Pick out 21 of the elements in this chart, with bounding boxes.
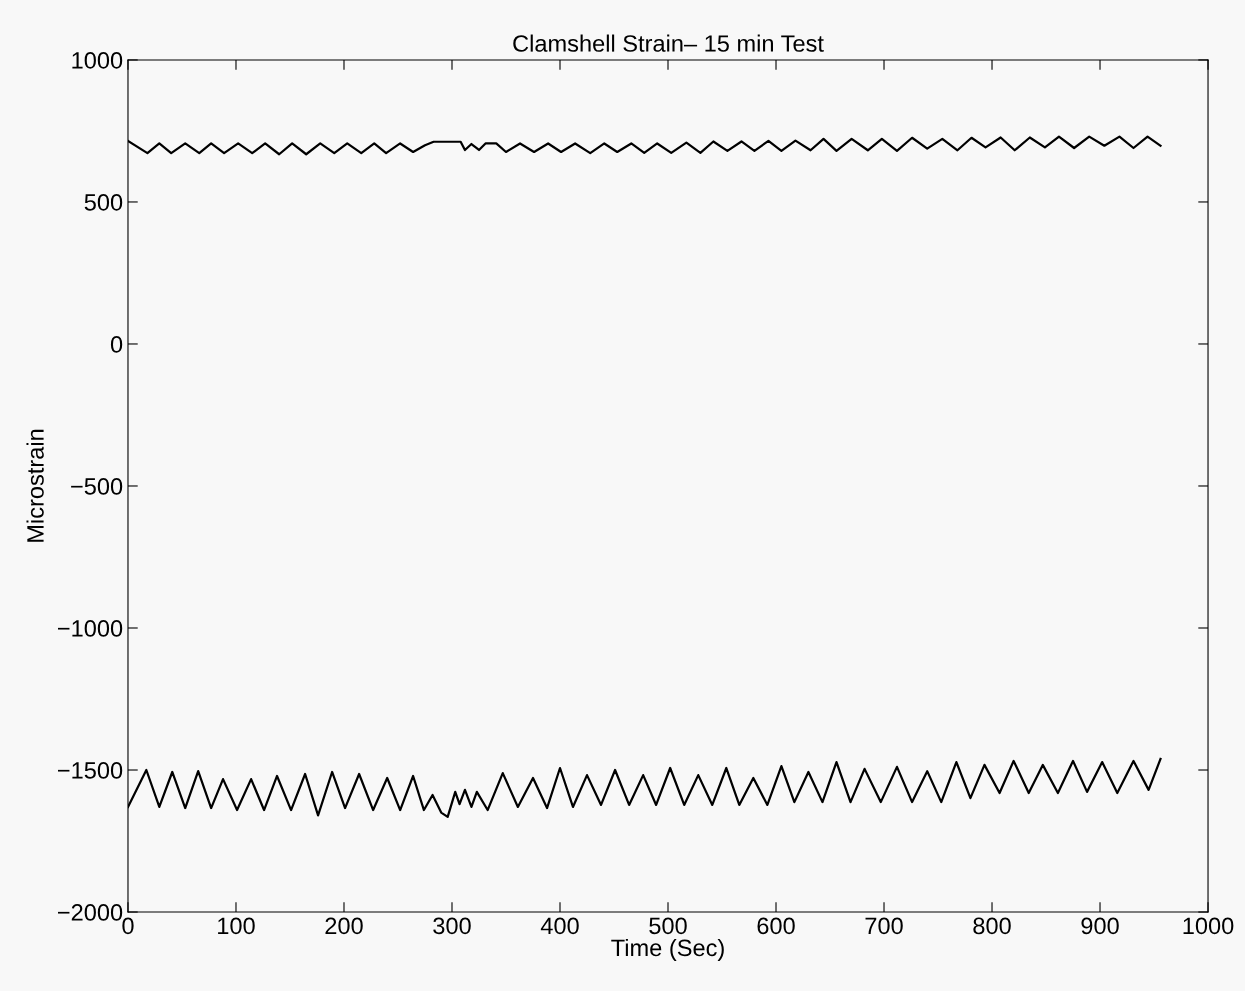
x-tick-label: 1000 — [1183, 917, 1234, 935]
y-tick-label: −500 — [71, 478, 123, 495]
y-tick-label: −1500 — [57, 762, 123, 779]
x-tick-label: 300 — [433, 917, 471, 935]
x-tick-label: 900 — [1081, 917, 1119, 935]
x-tick-label: 500 — [649, 917, 687, 935]
y-tick-label: 500 — [84, 194, 123, 211]
x-axis-title: Time (Sec) — [611, 938, 724, 961]
x-tick-label: 600 — [757, 917, 795, 935]
y-tick-label: −1000 — [57, 620, 123, 637]
x-tick-label: 100 — [218, 917, 255, 935]
x-tick-label: 700 — [865, 917, 903, 935]
chart-title: Clamshell Strain– 15 min Test — [513, 34, 824, 52]
y-tick-label: −2000 — [57, 904, 123, 921]
y-tick-label: 1000 — [72, 52, 123, 69]
x-tick-label: 800 — [973, 917, 1011, 935]
x-tick-label: 400 — [540, 917, 579, 935]
x-tick-label: 200 — [325, 917, 363, 935]
y-axis-title: Microstrain — [26, 429, 44, 542]
x-tick-label: 0 — [122, 917, 134, 935]
y-tick-label: 0 — [110, 336, 123, 353]
